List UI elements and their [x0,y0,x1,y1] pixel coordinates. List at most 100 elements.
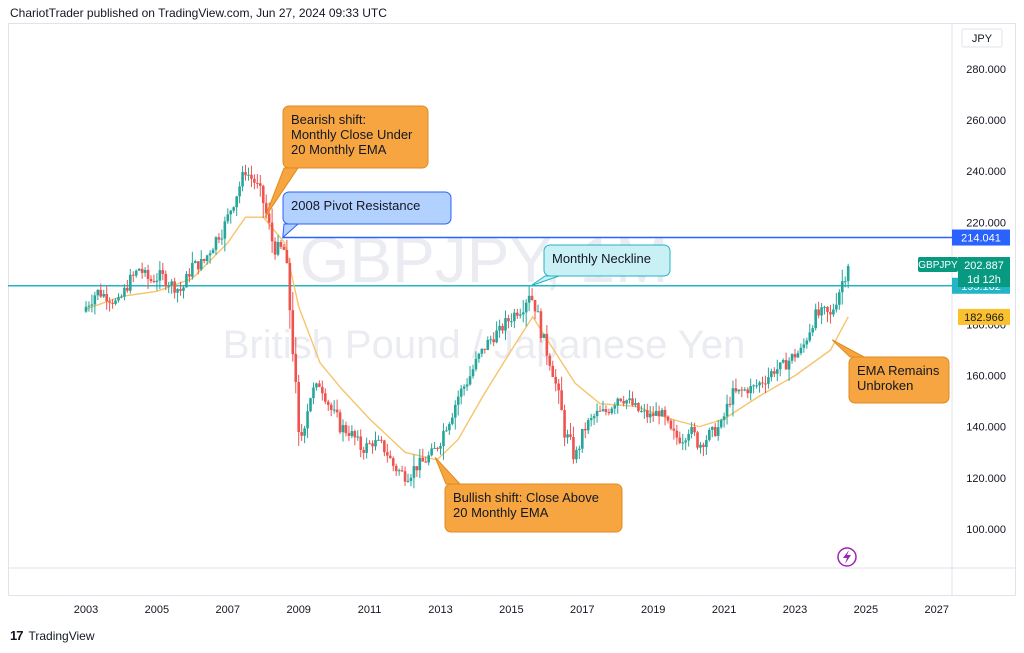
candle-body [388,455,392,459]
candle-body [235,196,238,208]
callout-bearish-text: Monthly Close Under [291,127,413,142]
candle-body [749,386,752,394]
candle-body [300,432,303,436]
tradingview-footer[interactable]: 17 TradingView [10,628,95,643]
candle-body [430,448,433,456]
candle-body [323,393,327,402]
candle-body [194,261,197,263]
callout-bullish-text: Bullish shift: Close Above [453,490,599,505]
x-tick-label: 2015 [499,604,523,616]
candle-body [315,383,318,388]
ema-line[interactable] [85,216,849,461]
candle-body [356,436,360,438]
candle-body [696,432,699,448]
resistance-badge-label: 214.041 [961,233,1001,245]
chart-frame [8,23,1016,596]
callout-neckline-text: Monthly Neckline [552,251,651,266]
candle-body [258,183,262,186]
candle-body [790,354,794,361]
callout-pivot-text: 2008 Pivot Resistance [291,198,420,213]
candle-body [270,222,274,242]
y-tick-label: 240.000 [966,166,1006,178]
callout-bearish[interactable] [282,105,429,169]
candle-body [616,398,620,406]
candle-body [84,306,88,312]
x-tick-label: 2013 [428,604,452,616]
candle-body [365,443,368,453]
candle-body [699,444,702,448]
callout-pointer [282,223,300,239]
candle-body [802,344,806,348]
last-price-badge [958,257,1010,288]
candle-body [137,268,141,271]
candle-body [350,431,354,436]
candle-body [648,413,652,418]
candle-body [518,314,522,316]
candle-body [533,299,537,312]
candle-body [492,339,495,343]
candle-body [622,401,625,404]
candle-body [675,430,679,438]
candle-body [131,274,135,276]
last-price-label: 202.887 [964,260,1004,272]
candle-body [829,312,832,315]
candle-body [462,386,466,389]
candle-body [610,408,614,414]
candle-body [120,296,123,298]
candle-body [681,442,685,444]
candle-body [595,410,599,417]
bar-countdown-label: 1d 12h [967,274,1001,286]
candle-body [823,306,826,308]
candle-body [226,214,230,222]
candle-body [601,409,605,411]
candle-body [220,238,224,240]
candle-body [406,480,410,482]
candle-body [770,371,773,378]
candle-body [282,246,286,250]
candle-body [654,410,658,416]
candle-body [312,387,315,399]
candle-body [586,420,590,431]
candle-body [347,433,351,436]
candle-body [705,440,708,448]
candle-body [510,321,513,323]
lightning-icon-glyph [843,550,851,564]
callout-bullish[interactable] [444,483,623,533]
candle-body [114,300,117,304]
candle-body [625,400,628,404]
candle-body [276,242,280,255]
candle-body [713,426,717,436]
candle-body [173,281,176,293]
currency-box[interactable] [961,28,1003,48]
candle-body [725,403,729,417]
candle-body [391,458,395,466]
candle-body [843,281,847,283]
callout-pivot[interactable] [282,191,452,225]
symbol-badge [918,257,958,273]
candle-body [338,412,342,433]
callout-ema[interactable] [848,356,950,404]
candle-body [527,295,531,303]
candle-body [758,382,761,386]
candle-body [820,307,823,316]
candle-body [87,305,91,307]
candle-body [394,465,398,472]
candle-body [731,388,735,405]
candle-body [708,429,711,441]
candle-body [459,388,463,397]
candle-body [619,398,623,402]
candle-body [427,455,430,463]
callout-bullish-text: 20 Monthly EMA [453,505,549,520]
candle-body [93,295,97,305]
candle-body [353,431,357,438]
candle-body [781,360,785,363]
candle-body [297,382,300,433]
candle-body [651,413,655,416]
callout-pointer [434,457,462,485]
candle-body [229,210,233,215]
candle-body [634,403,637,406]
candle-body [569,434,572,437]
callout-neckline[interactable] [543,244,671,277]
candle-body [796,353,800,358]
